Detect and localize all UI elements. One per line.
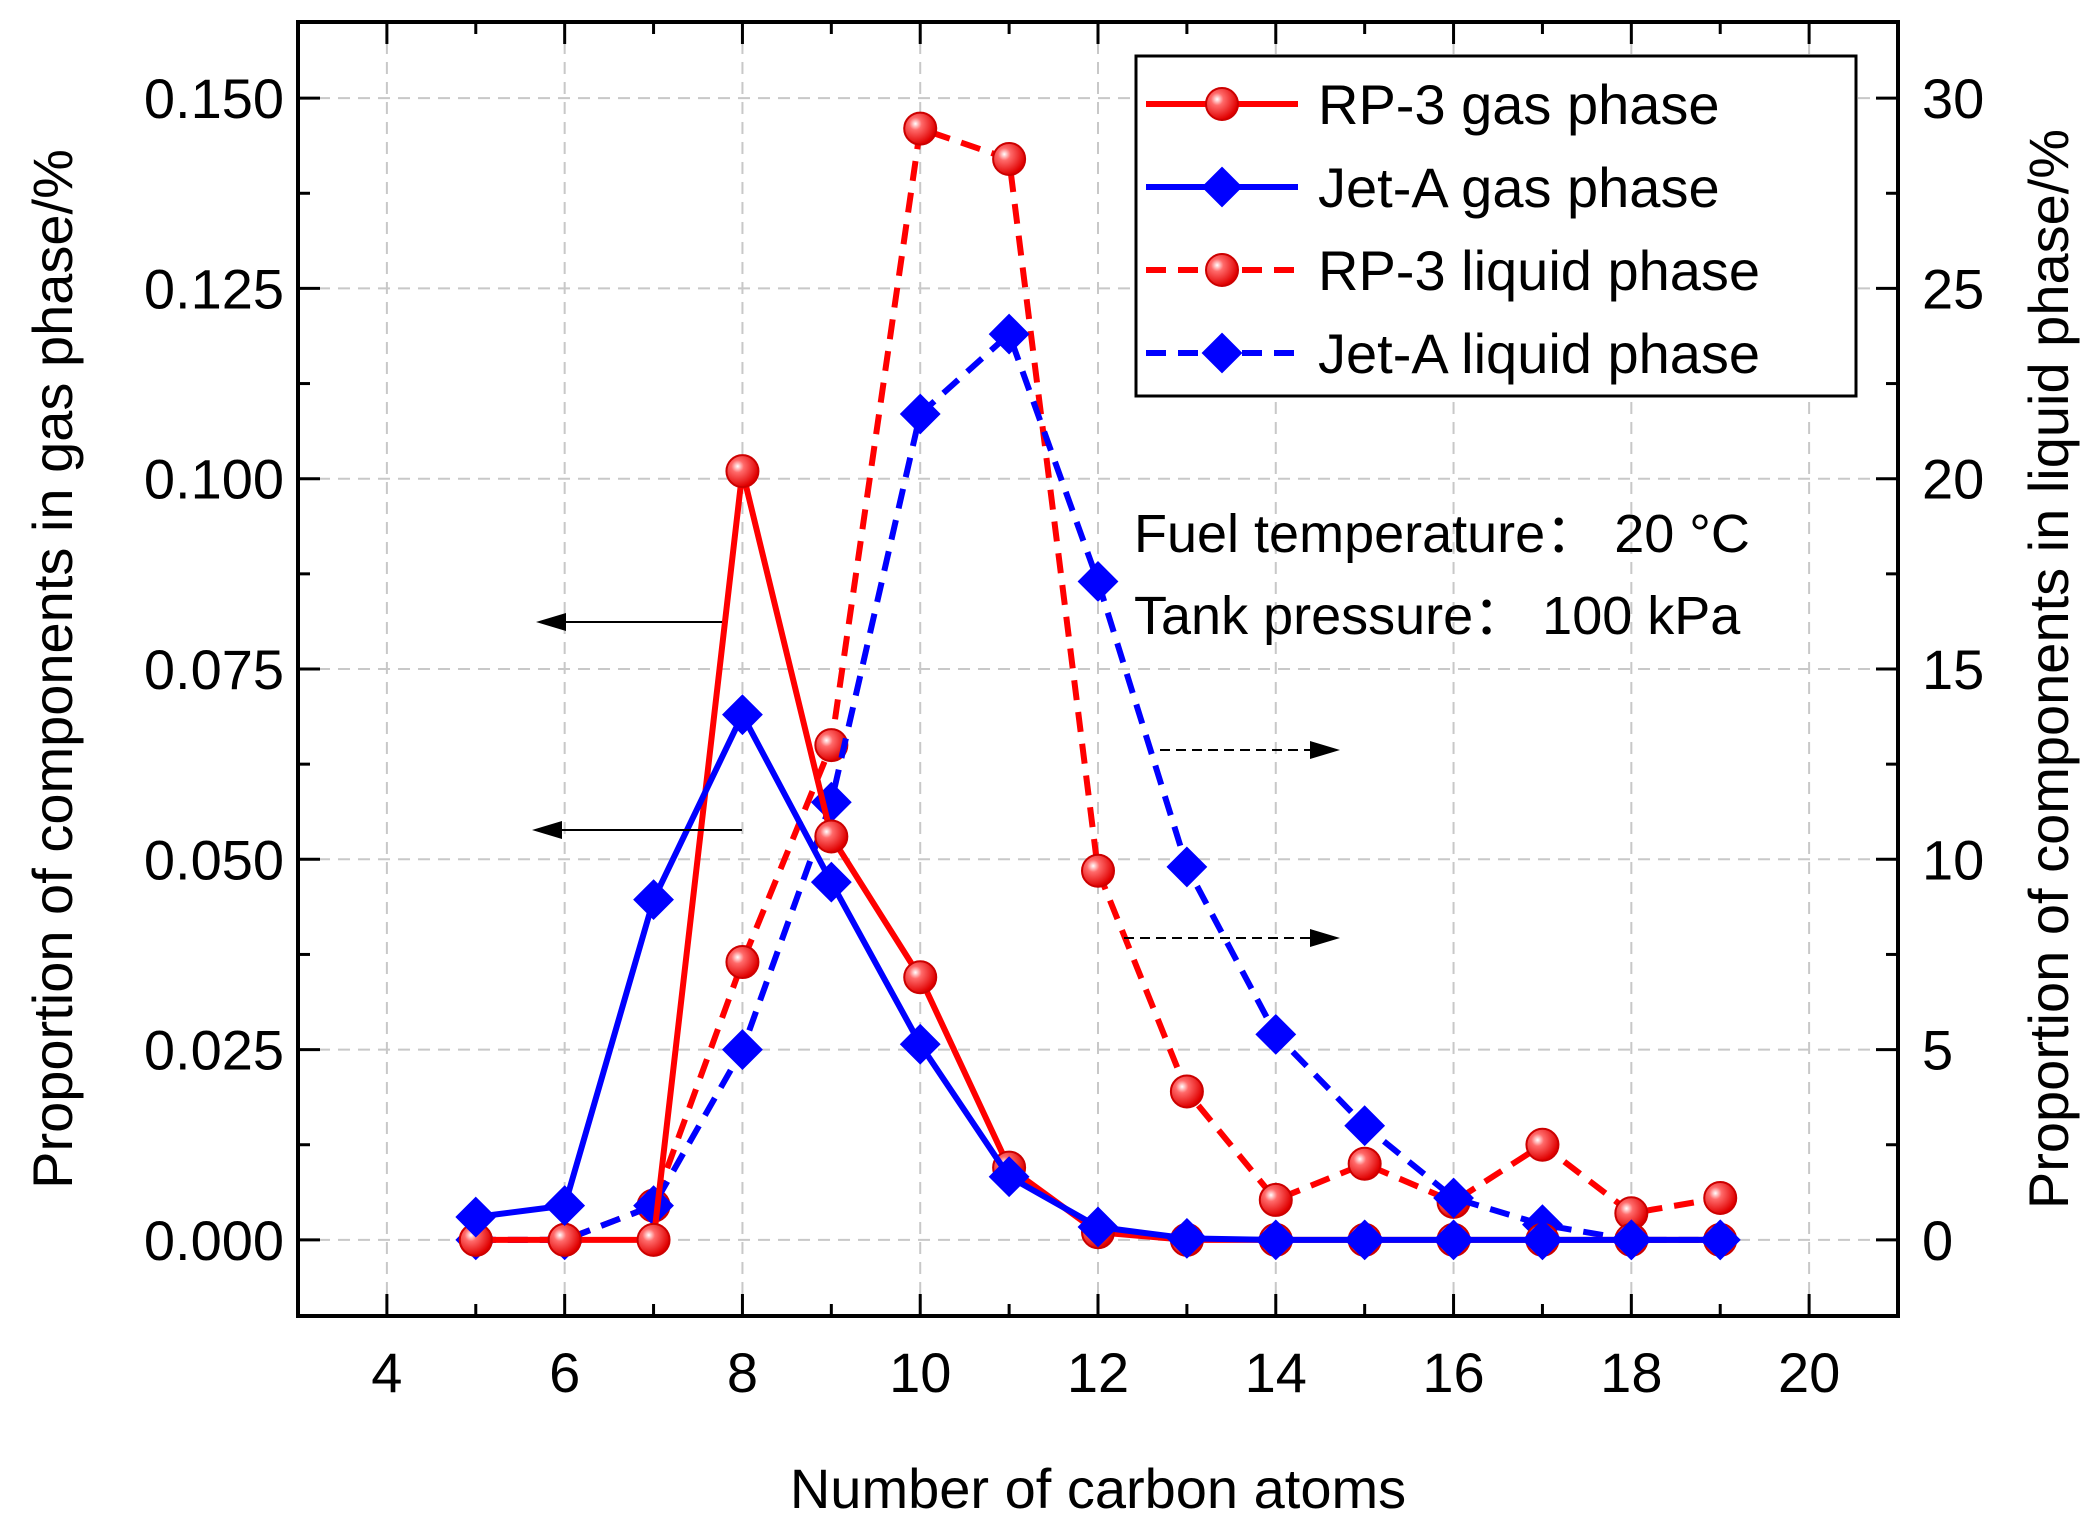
series-point-0-4 xyxy=(814,819,849,854)
series-point-1-11 xyxy=(1433,1219,1474,1261)
series-point-3-9 xyxy=(1255,1013,1297,1055)
y-left-tick-label: 0.075 xyxy=(144,638,284,701)
series-point-1-9 xyxy=(1255,1219,1297,1261)
y-right-tick-label: 0 xyxy=(1922,1209,1953,1272)
y-right-axis-title: Proportion of components in liquid phase… xyxy=(2017,129,2080,1209)
legend-item-3: Jet-A liquid phase xyxy=(1146,322,1760,385)
y-right-tick-label: 25 xyxy=(1922,257,1984,320)
y-left-axis-title: Proportion of components in gas phase/% xyxy=(21,149,84,1189)
y-right-tick-label: 30 xyxy=(1922,67,1984,130)
legend-marker-2 xyxy=(1205,253,1239,287)
series-point-1-6 xyxy=(988,1156,1030,1198)
series-point-1-7 xyxy=(1077,1206,1119,1248)
legend-item-1: Jet-A gas phase xyxy=(1146,156,1720,219)
y-right-tick-label: 20 xyxy=(1922,448,1984,511)
series-point-1-1 xyxy=(544,1185,586,1227)
series-point-1-8 xyxy=(1166,1217,1208,1259)
series-point-2-7 xyxy=(1081,853,1115,888)
x-tick-label: 16 xyxy=(1422,1341,1484,1404)
axis-arrow-head-0 xyxy=(536,613,566,631)
legend-item-2: RP-3 liquid phase xyxy=(1146,239,1760,302)
series-point-3-8 xyxy=(1166,846,1208,888)
x-axis-title: Number of carbon atoms xyxy=(790,1457,1406,1520)
series-point-2-6 xyxy=(992,142,1027,177)
fuel-temperature-note: Fuel temperature： 20 °C xyxy=(1134,504,1750,564)
series-point-3-3 xyxy=(722,1029,763,1071)
series-point-1-3 xyxy=(722,694,763,736)
legend-marker-1 xyxy=(1201,166,1243,208)
series-point-2-3 xyxy=(725,945,760,980)
series-1 xyxy=(455,694,1741,1261)
series-point-1-4 xyxy=(810,861,852,903)
annotation-layer: Fuel temperature： 20 °C Tank pressure： 10… xyxy=(532,504,1750,947)
series-point-3-6 xyxy=(988,313,1030,355)
legend-marker-0 xyxy=(1205,87,1239,121)
legend-marker-3 xyxy=(1201,332,1243,374)
legend-item-0: RP-3 gas phase xyxy=(1146,73,1720,136)
series-point-3-7 xyxy=(1077,561,1119,602)
series-point-2-9 xyxy=(1258,1182,1293,1217)
series-point-0-1 xyxy=(547,1222,582,1257)
x-tick-label: 20 xyxy=(1778,1341,1840,1404)
axis-arrow-head-3 xyxy=(1310,929,1340,947)
series-point-1-13 xyxy=(1610,1219,1652,1261)
series-point-2-12 xyxy=(1525,1127,1560,1162)
y-left-tick-label: 0.050 xyxy=(144,828,284,891)
series-point-2-10 xyxy=(1347,1146,1382,1181)
legend-box xyxy=(1134,54,1858,398)
series-point-1-5 xyxy=(899,1023,941,1065)
x-tick-label: 18 xyxy=(1600,1341,1662,1404)
legend-label-2: RP-3 liquid phase xyxy=(1318,239,1760,302)
series-point-2-14 xyxy=(1703,1181,1738,1216)
x-tick-label: 6 xyxy=(549,1341,580,1404)
legend-label-3: Jet-A liquid phase xyxy=(1318,322,1760,385)
x-tick-label: 14 xyxy=(1245,1341,1307,1404)
axis-arrow-head-1 xyxy=(532,821,562,839)
legend-label-1: Jet-A gas phase xyxy=(1318,156,1720,219)
series-line-2 xyxy=(475,125,1721,1243)
y-left-tick-label: 0.025 xyxy=(144,1019,284,1082)
y-left-tick-label: 0.150 xyxy=(144,67,284,130)
x-tick-label: 8 xyxy=(727,1341,758,1404)
axis-arrow-head-2 xyxy=(1310,741,1340,759)
series-point-0-5 xyxy=(903,960,938,995)
series-point-0-3 xyxy=(725,454,760,489)
series-point-1-2 xyxy=(633,879,674,921)
y-right-tick-label: 5 xyxy=(1922,1019,1953,1082)
x-tick-label: 4 xyxy=(371,1341,402,1404)
y-left-tick-label: 0.125 xyxy=(144,257,284,320)
series-point-1-12 xyxy=(1522,1219,1563,1261)
y-right-tick-label: 10 xyxy=(1922,828,1984,891)
series-point-1-10 xyxy=(1344,1219,1386,1261)
series-point-2-5 xyxy=(903,111,938,146)
y-left-tick-label: 0.100 xyxy=(144,448,284,511)
series-point-0-2 xyxy=(636,1222,671,1257)
series-point-3-10 xyxy=(1344,1105,1386,1147)
legend-label-0: RP-3 gas phase xyxy=(1318,73,1720,136)
series-point-2-8 xyxy=(1169,1074,1204,1109)
series-point-3-11 xyxy=(1433,1177,1474,1219)
x-tick-label: 12 xyxy=(1067,1341,1129,1404)
x-tick-label: 10 xyxy=(889,1341,951,1404)
tank-pressure-note: Tank pressure： 100 kPa xyxy=(1134,586,1741,646)
series-layer xyxy=(455,111,1741,1261)
axes-layer: 4 6 8 10 12 14 16 18 20 0.000 0.025 0.050 0.075 0.100… xyxy=(21,20,2080,1520)
series-point-3-5 xyxy=(899,393,941,435)
y-left-tick-label: 0.000 xyxy=(144,1209,284,1272)
y-right-tick-label: 15 xyxy=(1922,638,1984,701)
legend-layer: RP-3 gas phase Jet-A gas phase RP-3 liquid… xyxy=(1134,54,1858,398)
series-point-1-0 xyxy=(455,1196,497,1238)
series-point-1-14 xyxy=(1699,1219,1741,1261)
